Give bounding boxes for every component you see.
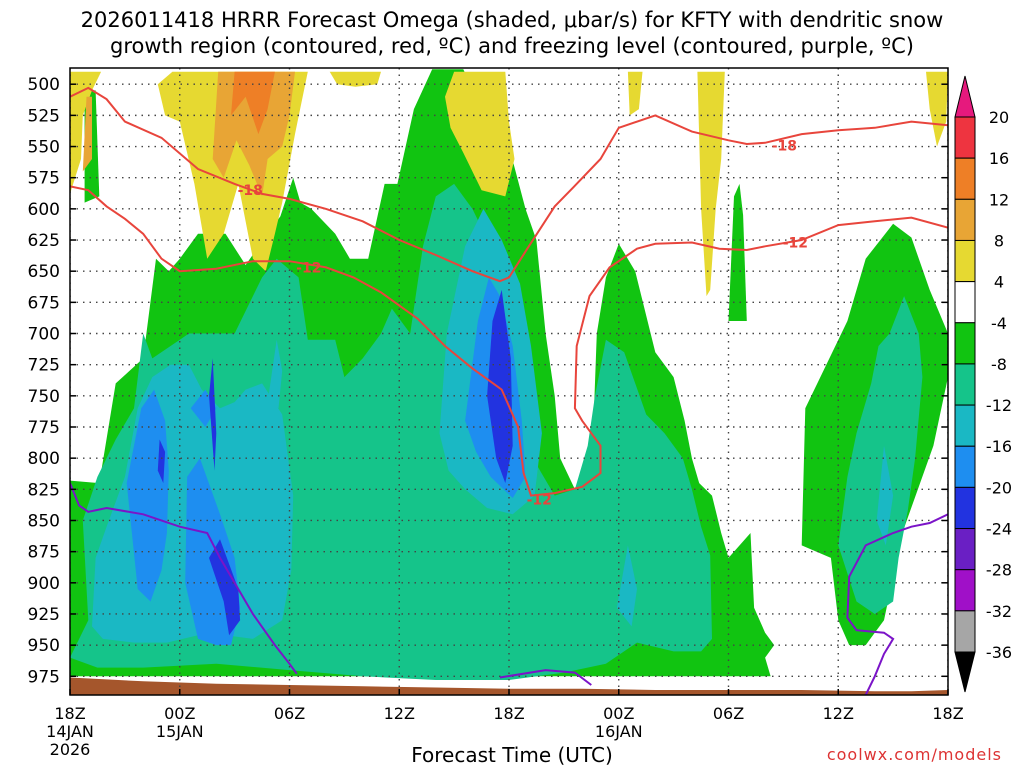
x-tick-label: 12Z	[384, 704, 415, 723]
y-tick-label: 750	[28, 387, 60, 407]
dgz-contour-1	[70, 185, 948, 497]
colorbar-bin-0	[954, 116, 976, 159]
x-tick-year-label: 2026	[50, 740, 91, 759]
colorbar-bin-2	[954, 198, 976, 241]
x-tick-date-label: 14JAN	[46, 722, 94, 741]
omega-region-1	[728, 183, 747, 321]
x-tick-label: 06Z	[274, 704, 305, 723]
omega-region-11	[126, 389, 169, 602]
colorbar-label: -36	[986, 643, 1012, 662]
omega-region-15	[157, 439, 166, 484]
y-tick-label: 550	[28, 138, 60, 158]
colorbar-bin-3	[954, 239, 976, 283]
colorbar-label: -24	[986, 520, 1012, 539]
y-tick-label: 925	[28, 605, 60, 625]
colorbar-label: 8	[994, 231, 1004, 250]
omega-region-17	[209, 539, 241, 636]
omega-region-16	[209, 358, 217, 471]
colorbar-label: -28	[986, 561, 1012, 580]
chart-title-line-1: 2026011418 HRRR Forecast Omega (shaded, …	[80, 8, 944, 32]
y-tick-label: 875	[28, 543, 60, 563]
colorbar-bin-10	[954, 528, 976, 571]
x-tick-label: 18Z	[54, 704, 85, 723]
y-tick-label: 575	[28, 169, 60, 189]
dgz-contour-0	[70, 86, 948, 283]
y-tick-label: 625	[28, 231, 60, 251]
colorbar-label: 20	[989, 108, 1009, 127]
y-tick-label: 525	[28, 106, 60, 126]
dgz-contour-label: -18	[238, 183, 263, 199]
x-tick-label: 18Z	[493, 704, 524, 723]
y-tick-label: 650	[28, 262, 60, 282]
y-tick-label: 700	[28, 325, 60, 345]
omega-region-25	[926, 71, 948, 147]
dgz-contour-label: -12	[527, 492, 552, 508]
x-tick-label: 06Z	[713, 704, 744, 723]
dgz-contour-label: -12	[783, 236, 808, 252]
colorbar-label: 16	[989, 149, 1009, 168]
colorbar-bin-5	[954, 322, 976, 365]
x-axis-label: Forecast Time (UTC)	[411, 743, 613, 767]
colorbar-bottom-extend	[954, 651, 976, 693]
y-tick-label: 725	[28, 356, 60, 376]
y-tick-label: 850	[28, 511, 60, 531]
colorbar-label: -4	[991, 314, 1007, 333]
freezing-contour-0	[70, 482, 298, 675]
colorbar-label: 12	[989, 190, 1009, 209]
colorbar-bin-1	[954, 157, 976, 200]
y-tick-label: 975	[28, 667, 60, 687]
omega-region-19	[70, 71, 102, 194]
credit-link[interactable]: coolwx.com/models	[826, 745, 1002, 764]
y-tick-label: 775	[28, 418, 60, 438]
y-tick-label: 825	[28, 480, 60, 500]
colorbar-bin-9	[954, 486, 976, 530]
freezing-contour-2	[846, 513, 948, 695]
colorbar-label: -8	[991, 355, 1007, 374]
omega-region-9	[616, 545, 637, 627]
dgz-contour-label: -18	[772, 138, 797, 154]
colorbar-bin-4	[954, 281, 976, 324]
y-tick-label: 900	[28, 574, 60, 594]
omega-region-24	[697, 71, 725, 297]
colorbar-label: -32	[986, 602, 1012, 621]
omega-region-22	[445, 71, 515, 197]
colorbar-bin-12	[954, 610, 976, 653]
colorbar-label: 4	[994, 273, 1004, 292]
colorbar-top-extend	[954, 75, 976, 118]
x-tick-label: 00Z	[164, 704, 195, 723]
x-tick-date-label: 15JAN	[156, 722, 204, 741]
colorbar-bin-11	[954, 569, 976, 612]
freezing-contour-1	[499, 669, 592, 686]
colorbar-bin-6	[954, 363, 976, 406]
y-tick-label: 675	[28, 293, 60, 313]
dgz-contour-label: -12	[296, 260, 321, 276]
colorbar-label: -12	[986, 396, 1012, 415]
omega-region-5	[838, 296, 923, 614]
colorbar-label: -20	[986, 478, 1012, 497]
y-tick-label: 600	[28, 200, 60, 220]
y-tick-label: 800	[28, 449, 60, 469]
omega-region-23	[627, 71, 643, 116]
y-tick-label: 500	[28, 75, 60, 95]
x-tick-label: 12Z	[823, 704, 854, 723]
omega-region-18	[487, 289, 513, 484]
omega-region-7	[267, 339, 283, 409]
omega-region-21	[329, 71, 381, 87]
colorbar-bin-8	[954, 445, 976, 488]
x-tick-date-label: 16JAN	[595, 722, 643, 741]
omega-region-28	[231, 71, 275, 135]
chart-title-line-2: growth region (contoured, red, ºC) and f…	[110, 34, 914, 58]
x-tick-label: 00Z	[603, 704, 634, 723]
plot-content: -18 -18 -12 -12 -12	[70, 68, 948, 695]
colorbar-label: -16	[986, 437, 1012, 456]
x-tick-label: 18Z	[932, 704, 963, 723]
y-tick-label: 950	[28, 636, 60, 656]
colorbar-bin-7	[954, 404, 976, 447]
